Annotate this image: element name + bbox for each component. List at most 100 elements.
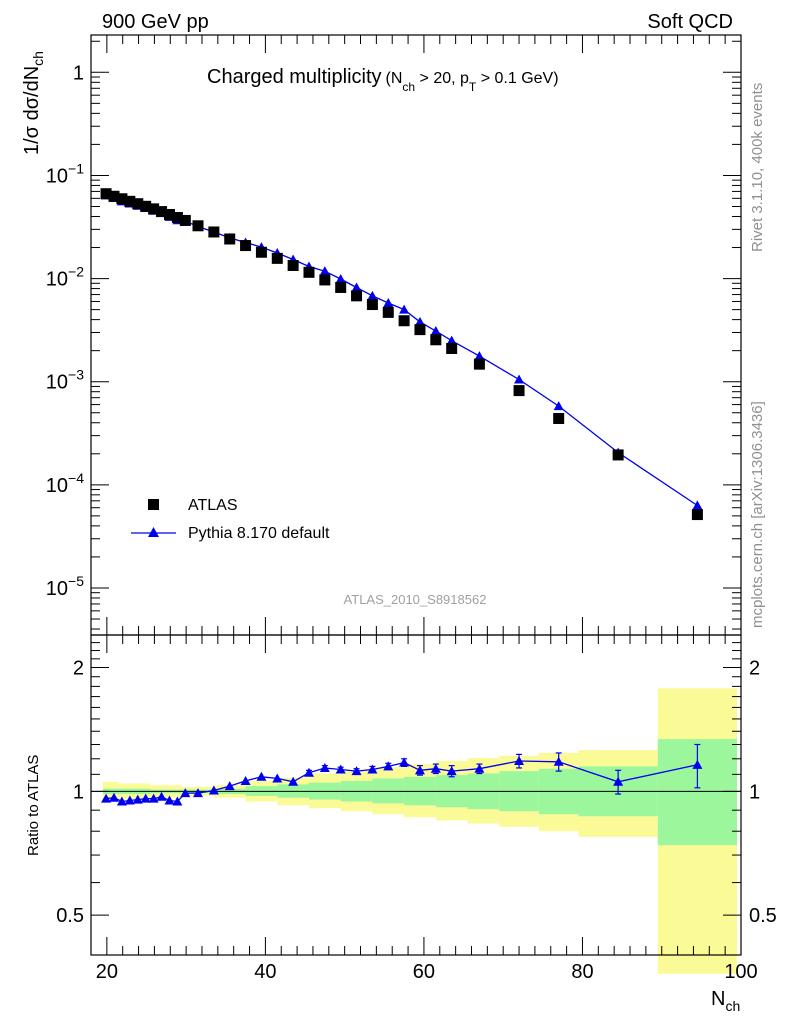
atlas-data-marker xyxy=(171,212,183,224)
mc-main-marker xyxy=(446,335,457,345)
mc-main-marker xyxy=(399,304,410,314)
main-y-tick-labels: 110−110−210−310−410−5 xyxy=(46,62,84,600)
mc-main-marker xyxy=(474,351,485,361)
mc-ratio-series xyxy=(101,743,703,806)
main-y-tick-label: 10−2 xyxy=(46,264,84,291)
atlas-data-marker xyxy=(366,299,378,311)
tick-label-exponent: −4 xyxy=(68,470,84,486)
atlas-data-marker xyxy=(430,334,442,346)
x-tick-label: 40 xyxy=(254,961,276,983)
mc-main-marker xyxy=(383,297,394,307)
mc-ratio-marker xyxy=(446,766,457,776)
header-right-label: Soft QCD xyxy=(647,11,733,33)
mc-main-marker xyxy=(367,290,378,300)
mc-ratio-marker xyxy=(399,757,410,767)
ratio-uncertainty-bands xyxy=(102,688,738,974)
main-y-tick-label: 1 xyxy=(73,62,84,84)
mc-ratio-marker xyxy=(613,776,624,786)
tick-label-base: 10 xyxy=(46,578,68,600)
mc-ratio-marker xyxy=(303,767,314,777)
mc-ratio-marker xyxy=(474,763,485,773)
tick-label-exponent: −1 xyxy=(68,160,84,176)
mc-ratio-marker xyxy=(288,776,299,786)
ratio-frame xyxy=(90,634,742,956)
mc-ratio-marker xyxy=(414,765,425,775)
atlas-data-marker xyxy=(140,200,152,212)
x-tick-label: 20 xyxy=(96,961,118,983)
mc-ratio-marker xyxy=(319,762,330,772)
mc-ratio-marker xyxy=(180,788,191,798)
x-tick-label: 80 xyxy=(571,961,593,983)
main-panel: 110−110−210−310−410−5 1/σ dσ/dNch Charge… xyxy=(21,34,742,636)
atlas-data-marker xyxy=(163,209,175,221)
x-axis-title: Nch xyxy=(711,988,740,1014)
atlas-data-marker xyxy=(100,188,112,200)
atlas-data-marker xyxy=(124,195,136,207)
mc-ratio-marker xyxy=(692,759,703,769)
mc-main-marker xyxy=(414,316,425,326)
chart-title-cuts-c: > 0.1 GeV) xyxy=(476,70,558,87)
x-tick-label: 60 xyxy=(413,961,435,983)
tick-label-base: 10 xyxy=(46,372,68,394)
mc-ratio-marker xyxy=(553,756,564,766)
mc-main-line xyxy=(105,194,698,507)
ratio-panel: 2 2 1 1 0.5 0.5 20 40 60 80 100 Ratio to ATLAS Nc… xyxy=(25,634,777,1014)
atlas-data-marker xyxy=(319,274,331,286)
ratio-y-tick-label-left: 0.5 xyxy=(56,905,84,927)
mc-main-marker xyxy=(514,374,525,384)
legend-pythia-label: Pythia 8.170 default xyxy=(188,525,330,542)
ratio-y-tick-labels: 2 2 1 1 0.5 0.5 xyxy=(56,658,777,928)
atlas-data-marker xyxy=(156,206,168,218)
atlas-data-marker xyxy=(192,220,204,232)
mc-ratio-marker xyxy=(351,766,362,776)
mc-ratio-marker xyxy=(272,773,283,783)
atlas-data-marker xyxy=(303,266,315,278)
atlas-data-marker xyxy=(271,252,283,264)
atlas-data-marker xyxy=(287,259,299,271)
mc-ratio-marker xyxy=(101,793,112,803)
mc-main-marker xyxy=(553,401,564,411)
main-y-tick-label: 10−5 xyxy=(46,573,84,600)
tick-label-exponent: −3 xyxy=(68,367,84,383)
mcplots-credit-label: mcplots.cern.ch [arXiv:1306.3436] xyxy=(749,401,766,628)
mc-ratio-marker xyxy=(156,791,167,801)
tick-label-base: 10 xyxy=(46,269,68,291)
chart-title-cuts-b: > 20, p xyxy=(415,70,469,87)
mc-main-marker xyxy=(319,266,330,276)
legend: ATLAS Pythia 8.170 default xyxy=(131,497,330,542)
legend-pythia-marker xyxy=(148,527,159,537)
atlas-data-marker xyxy=(351,290,363,302)
atlas-data-marker xyxy=(116,193,128,205)
tick-label-exponent: −2 xyxy=(68,264,84,280)
atlas-data-marker xyxy=(179,214,191,226)
ratio-y-axis-title: Ratio to ATLAS xyxy=(25,755,42,856)
mc-ratio-marker xyxy=(193,788,204,798)
tick-label-base: 10 xyxy=(46,165,68,187)
main-axis-ticks xyxy=(91,35,742,635)
atlas-data-marker xyxy=(255,246,267,258)
mc-ratio-marker xyxy=(164,795,175,805)
atlas-data-marker xyxy=(335,281,347,293)
atlas-data-marker xyxy=(108,190,120,202)
atlas-data-marker xyxy=(446,342,458,354)
mc-ratio-marker xyxy=(240,775,251,785)
mc-ratio-marker xyxy=(148,793,159,803)
atlas-data-marker xyxy=(382,306,394,318)
mc-ratio-marker xyxy=(367,764,378,774)
header-left-label: 900 GeV pp xyxy=(102,11,209,33)
atlas-data-marker xyxy=(553,412,565,424)
ratio-y-tick-label-right: 0.5 xyxy=(749,905,777,927)
tick-label-base: 1 xyxy=(73,62,84,84)
x-axis-title-text: N xyxy=(711,988,725,1010)
ratio-y-tick-label-left: 1 xyxy=(73,781,84,803)
ratio-y-tick-label-right: 2 xyxy=(749,658,760,680)
mc-ratio-marker xyxy=(256,771,267,781)
mc-ratio-marker xyxy=(116,796,127,806)
ratio-y-tick-label-right: 1 xyxy=(749,781,760,803)
main-y-tick-label: 10−1 xyxy=(46,160,84,187)
x-tick-labels: 20 40 60 80 100 xyxy=(96,961,758,983)
main-y-axis-title-text: 1/σ dσ/dN xyxy=(21,66,43,155)
analysis-watermark: ATLAS_2010_S8918562 xyxy=(344,592,487,607)
mc-main-marker xyxy=(692,500,703,510)
